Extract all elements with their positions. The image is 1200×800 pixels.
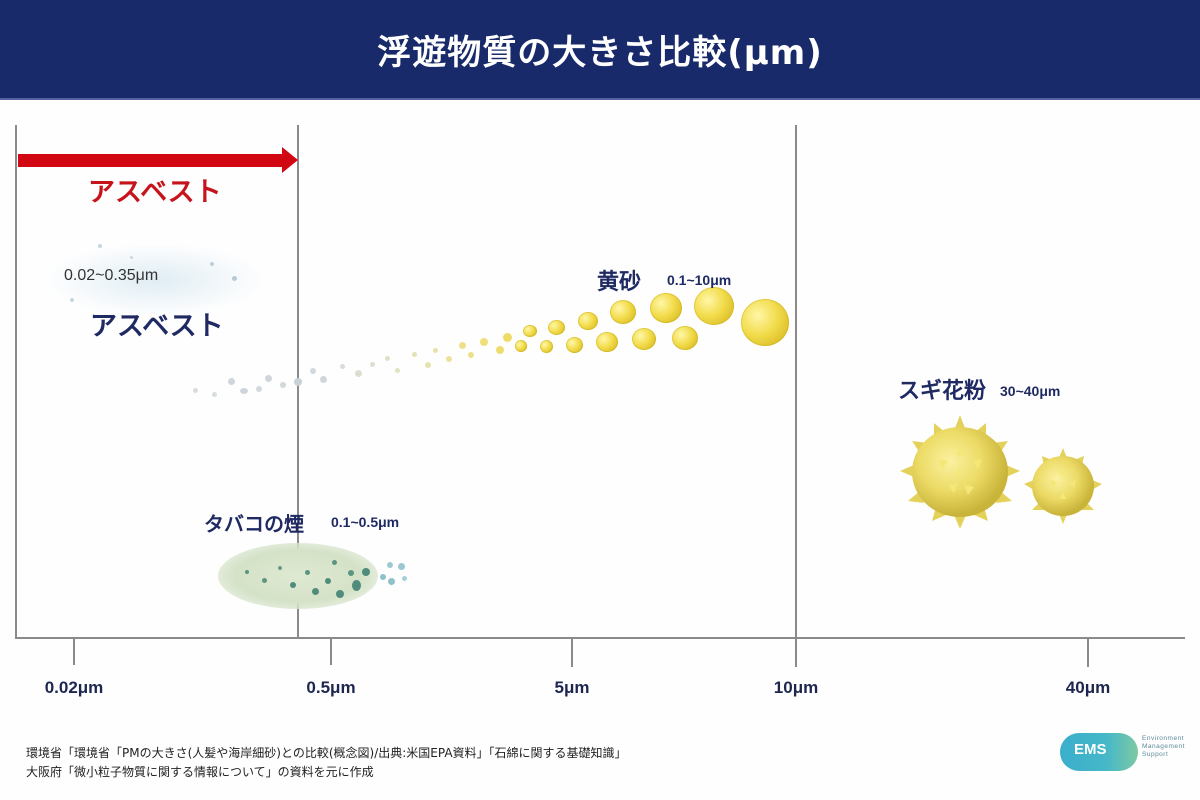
trail-particle (212, 392, 217, 397)
tick-label-10um: 10μm (773, 678, 819, 697)
yellow-sand-grain (650, 293, 682, 323)
tick-5um (571, 639, 573, 667)
axis-baseline (15, 637, 1185, 639)
asbestos-particle (70, 298, 74, 302)
smoke-particle (312, 588, 319, 595)
ems-logo-sub-1: Environment (1142, 735, 1184, 742)
arrow-head-icon (282, 147, 298, 173)
divider-line-10um (795, 125, 797, 639)
smoke-particle (245, 570, 249, 574)
trail-particle (265, 375, 272, 382)
ems-logo-badge (1060, 733, 1138, 771)
ems-logo: EMS Environment Management Support (1060, 731, 1190, 773)
tobacco-smoke-name: タバコの煙 (204, 512, 304, 536)
cedar-pollen-size-range: 30~40μm (1000, 383, 1061, 399)
asbestos-range-arrow (18, 154, 284, 167)
asbestos-particle (232, 276, 237, 281)
trail-particle (412, 352, 417, 357)
asbestos-particle-cloud (50, 245, 260, 315)
tick-label-0.5um: 0.5μm (306, 678, 356, 697)
ems-logo-subtitle: Environment Management Support (1142, 735, 1185, 759)
smoke-particle (332, 560, 337, 565)
trail-particle (496, 346, 504, 354)
asbestos-size-range: 0.02~0.35μm (64, 267, 159, 284)
smoke-particle (380, 574, 386, 580)
trail-particle (280, 382, 286, 388)
tick-label-5um: 5μm (554, 678, 590, 697)
yellow-sand-grain (566, 337, 583, 353)
trail-particle (355, 370, 362, 377)
yellow-sand-grain (632, 328, 656, 350)
trail-particle (480, 338, 488, 346)
asbestos-particle (98, 244, 102, 248)
asbestos-name: アスベスト (90, 311, 224, 342)
tick-label-0.02um: 0.02μm (44, 678, 104, 697)
yellow-sand-grain (596, 332, 618, 352)
smoke-particle (336, 590, 344, 598)
trail-particle (193, 388, 198, 393)
trail-particle (310, 368, 316, 374)
source-note-line-2: 大阪府「微小粒子物質に関する情報について」の資料を元に作成 (26, 765, 374, 779)
cedar-pollen-small (1024, 448, 1102, 524)
smoke-particle (348, 570, 354, 576)
trail-particle (370, 362, 375, 367)
smoke-particle (388, 578, 395, 585)
yellow-sand-grain (548, 320, 565, 335)
yellow-sand-grain (741, 299, 789, 346)
smoke-particle (352, 580, 361, 591)
tick-0.5um (330, 639, 332, 665)
trail-particle (459, 342, 466, 349)
tick-10um (795, 639, 797, 667)
trail-particle (385, 356, 390, 361)
title-bar: 浮遊物質の大きさ比較(μm) (0, 0, 1200, 100)
cedar-pollen-name: スギ花粉 (898, 379, 987, 404)
yellow-sand-size-range: 0.1~10μm (667, 272, 732, 288)
tick-0.02um (73, 639, 75, 665)
trail-particle (503, 333, 512, 342)
yellow-sand-grain (540, 340, 553, 353)
tobacco-smoke-size-range: 0.1~0.5μm (331, 514, 400, 530)
trail-particle (468, 352, 474, 358)
tick-label-40um: 40μm (1065, 678, 1111, 697)
page-title: 浮遊物質の大きさ比較(μm) (377, 32, 823, 73)
trail-particle (228, 378, 235, 385)
yellow-sand-grain (578, 312, 598, 330)
tick-40um (1087, 639, 1089, 667)
trail-particle (256, 386, 262, 392)
smoke-particle (325, 578, 331, 584)
smoke-particle (278, 566, 282, 570)
trail-particle (433, 348, 438, 353)
smoke-particle (305, 570, 310, 575)
smoke-particle (290, 582, 296, 588)
trail-particle (340, 364, 345, 369)
smoke-particle (387, 562, 393, 568)
tobacco-smoke-cloud (218, 543, 378, 609)
trail-particle (320, 376, 327, 383)
yellow-sand-grain (610, 300, 636, 324)
smoke-particle (262, 578, 267, 583)
yellow-sand-grain (523, 325, 537, 337)
left-border-line (15, 125, 17, 639)
trail-particle (395, 368, 400, 373)
asbestos-particle (210, 262, 214, 266)
trail-particle (240, 388, 248, 394)
yellow-sand-name: 黄砂 (597, 270, 642, 295)
ems-logo-sub-3: Support (1142, 751, 1169, 758)
asbestos-particle (130, 256, 133, 259)
smoke-particle (398, 563, 405, 570)
asbestos-arrow-label: アスベスト (88, 177, 222, 208)
ems-logo-text: EMS (1074, 741, 1107, 758)
yellow-sand-grain (694, 287, 734, 325)
smoke-particle (362, 568, 370, 576)
ems-logo-sub-2: Management (1142, 743, 1185, 750)
cedar-pollen-large (900, 415, 1020, 529)
trail-particle (425, 362, 431, 368)
smoke-particle (402, 576, 407, 581)
yellow-sand-grain (515, 340, 527, 352)
source-note: 環境省「環境省「PMの大きさ(人髪や海岸細砂)との比較(概念図)/出典:米国EP… (26, 744, 627, 782)
yellow-sand-grain (672, 326, 698, 350)
trail-particle (294, 378, 302, 386)
source-note-line-1: 環境省「環境省「PMの大きさ(人髪や海岸細砂)との比較(概念図)/出典:米国EP… (26, 746, 627, 760)
trail-particle (446, 356, 452, 362)
